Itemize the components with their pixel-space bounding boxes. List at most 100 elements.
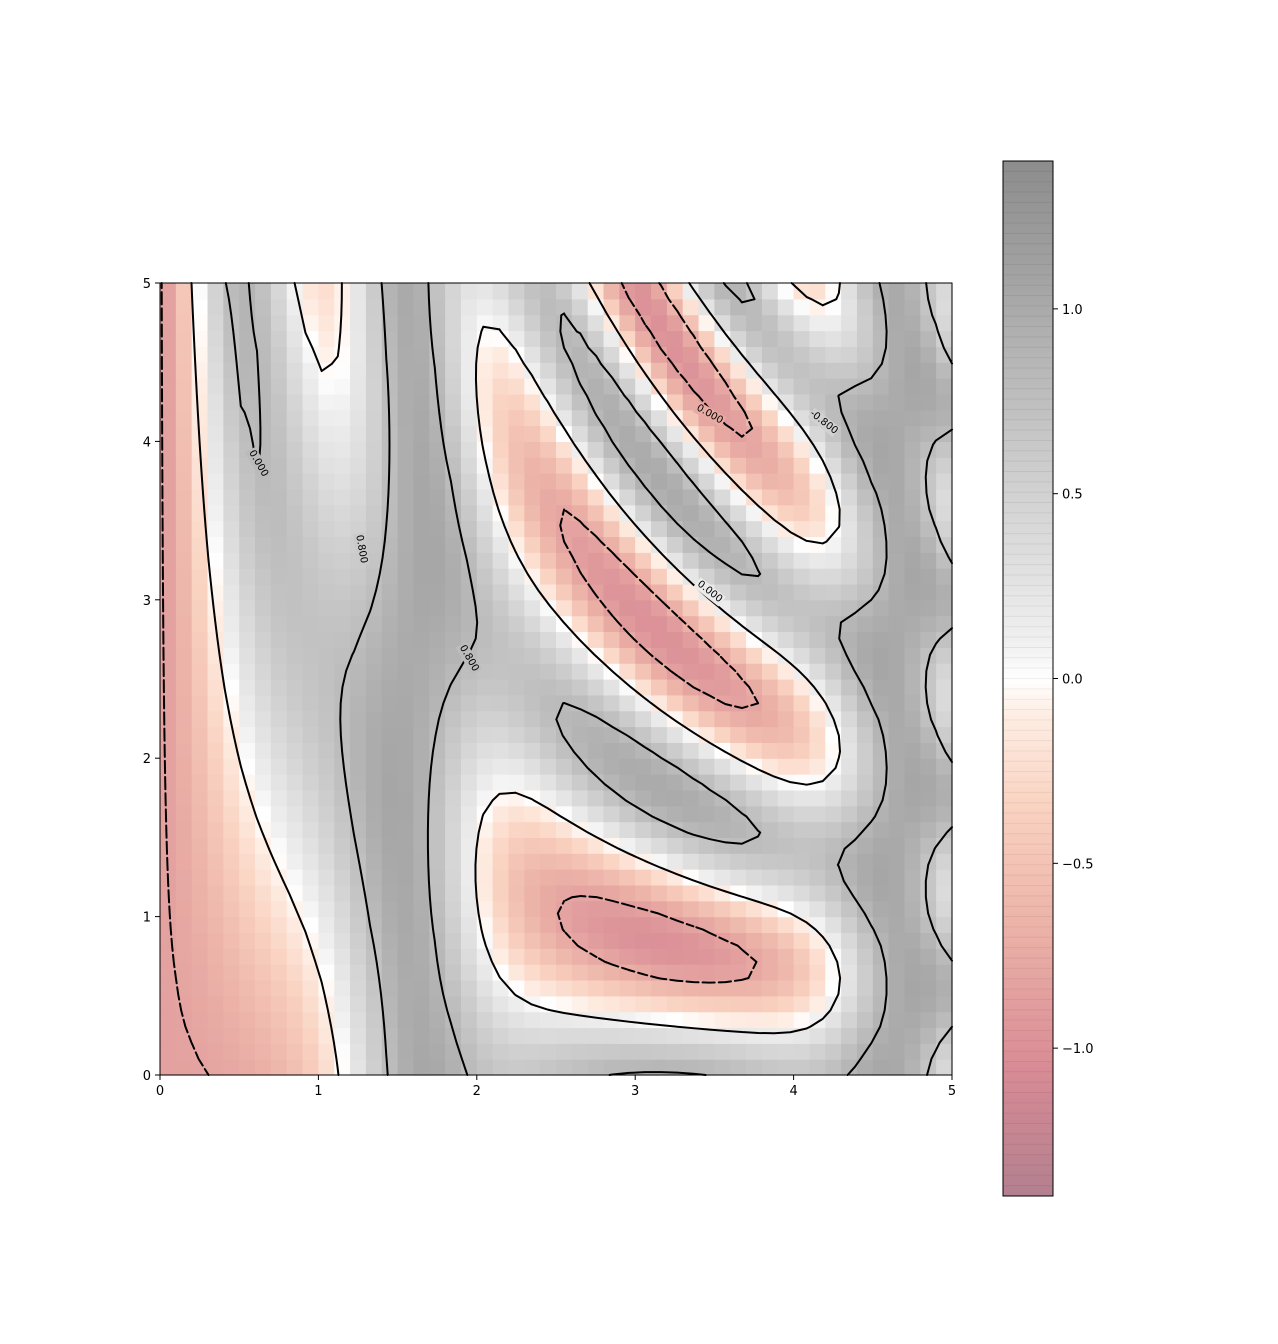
heatmap-cell: [872, 789, 890, 807]
heatmap-cell: [682, 504, 700, 522]
heatmap-cell: [603, 869, 620, 886]
heatmap-cell: [587, 805, 605, 823]
heatmap-cell: [888, 1011, 906, 1029]
heatmap-cell: [397, 520, 415, 538]
heatmap-cell: [682, 900, 700, 918]
colorbar-segment: [1003, 280, 1053, 286]
heatmap-cell: [730, 663, 747, 680]
heatmap-cell: [381, 298, 399, 316]
heatmap-cell: [334, 552, 351, 569]
heatmap-cell: [619, 884, 636, 902]
heatmap-cell: [508, 504, 525, 522]
heatmap-cell: [460, 298, 478, 316]
colorbar-segment: [1003, 890, 1053, 897]
colorbar-segment: [1003, 290, 1053, 296]
heatmap-cell: [730, 1011, 747, 1029]
heatmap-cell: [270, 457, 288, 474]
heatmap-cell: [175, 979, 193, 997]
heatmap-cell: [175, 964, 193, 981]
contour-label-bg: [692, 401, 727, 428]
heatmap-cell: [175, 283, 193, 300]
heatmap-cell: [904, 457, 921, 474]
heatmap-cell: [698, 378, 715, 395]
heatmap-cell: [603, 805, 620, 823]
heatmap-cell: [603, 583, 620, 601]
heatmap-cell: [793, 314, 811, 332]
heatmap-cell: [508, 679, 525, 696]
heatmap-cell: [746, 789, 763, 807]
heatmap-cell: [920, 393, 937, 411]
heatmap-cell: [318, 330, 335, 347]
heatmap-cell: [920, 948, 937, 965]
heatmap-cell: [365, 583, 383, 601]
heatmap-cell: [413, 1059, 430, 1076]
heatmap-cell: [841, 726, 858, 743]
heatmap-cell: [318, 536, 335, 553]
heatmap-cell: [540, 789, 557, 807]
heatmap-cell: [476, 615, 494, 633]
heatmap-cell: [825, 663, 842, 680]
heatmap-cell: [413, 504, 430, 522]
heatmap-cell: [413, 837, 430, 854]
colorbar-segment: [1003, 792, 1053, 798]
heatmap-cell: [270, 283, 288, 300]
heatmap-cell: [239, 884, 256, 902]
colorbar-segment: [1003, 963, 1053, 969]
heatmap-cell: [397, 473, 415, 490]
heatmap-cell: [872, 758, 890, 775]
heatmap-cell: [761, 615, 779, 633]
heatmap-cell: [571, 583, 589, 601]
heatmap-cell: [920, 425, 937, 442]
heatmap-cell: [793, 1059, 811, 1076]
colorbar-ticks: −1.0−0.50.00.51.0: [1053, 303, 1094, 1057]
heatmap-cell: [603, 599, 620, 617]
heatmap-cell: [160, 1011, 177, 1029]
heatmap-cell: [682, 647, 700, 664]
heatmap-cell: [619, 805, 636, 823]
heatmap-cell: [460, 362, 478, 379]
heatmap-cell: [540, 774, 557, 791]
heatmap-cell: [635, 457, 652, 474]
heatmap-cell: [872, 821, 890, 838]
heatmap-cell: [904, 758, 921, 775]
heatmap-cell: [429, 599, 446, 617]
heatmap-cell: [239, 536, 256, 553]
colorbar-segment: [1003, 435, 1053, 441]
heatmap-cell: [191, 1059, 209, 1076]
heatmap-cell: [476, 568, 494, 585]
heatmap-cell: [904, 789, 921, 807]
heatmap-cell: [239, 694, 256, 712]
heatmap-cell: [920, 694, 937, 712]
heatmap-cell: [777, 631, 795, 648]
heatmap-cell: [920, 298, 937, 316]
heatmap-cell: [603, 1043, 620, 1060]
heatmap-cell: [160, 488, 177, 506]
heatmap-cell: [666, 853, 684, 870]
heatmap-cell: [556, 805, 573, 823]
heatmap-cell: [651, 378, 668, 395]
heatmap-cell: [841, 964, 858, 981]
heatmap-cell: [571, 298, 589, 316]
heatmap-cell: [397, 663, 415, 680]
colorbar-segment: [1003, 989, 1053, 995]
heatmap-cell: [476, 536, 494, 553]
heatmap-cell: [365, 900, 383, 918]
heatmap-cell: [936, 330, 953, 347]
heatmap-cell: [904, 298, 921, 316]
heatmap-cell: [825, 821, 842, 838]
heatmap-cell: [476, 679, 494, 696]
heatmap-cell: [350, 1011, 367, 1029]
heatmap-cell: [302, 298, 319, 316]
heatmap-cell: [666, 932, 684, 949]
heatmap-cell: [318, 552, 335, 569]
heatmap-cell: [619, 995, 636, 1013]
heatmap-cell: [904, 884, 921, 902]
heatmap-cell: [524, 599, 541, 617]
heatmap-cell: [334, 774, 351, 791]
heatmap-cell: [413, 441, 430, 458]
colorbar-segment: [1003, 166, 1053, 172]
heatmap-cell: [365, 884, 383, 902]
heatmap-cell: [445, 805, 462, 823]
contour-line: [160, 282, 760, 1076]
heatmap-cell: [445, 1027, 462, 1044]
